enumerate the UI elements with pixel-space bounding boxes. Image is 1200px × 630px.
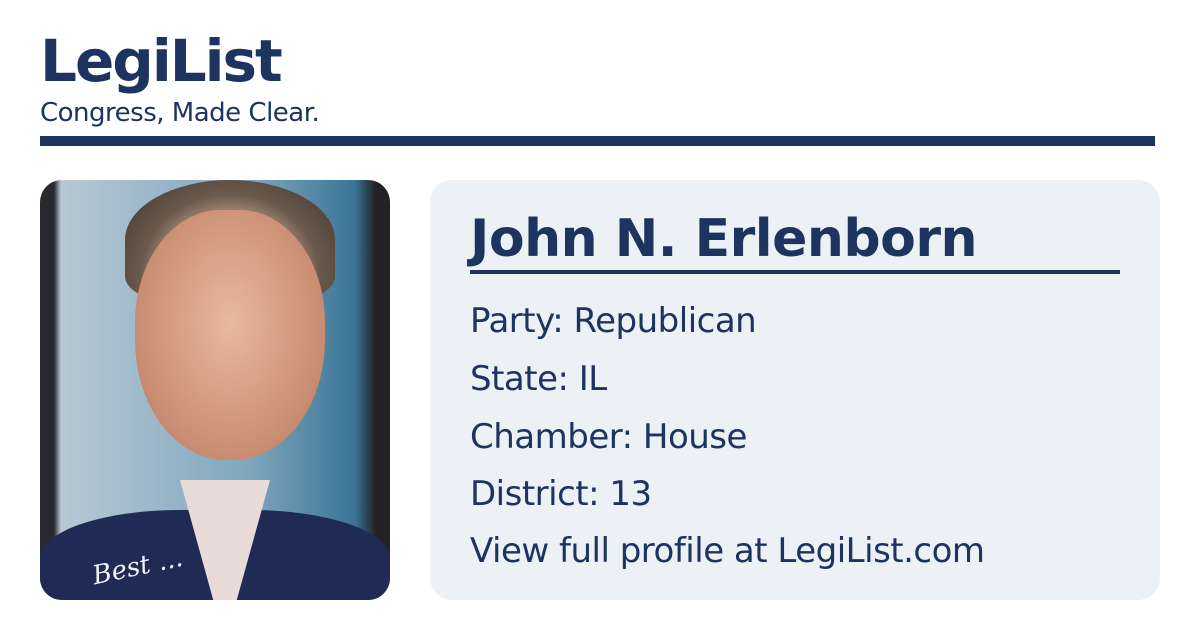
profile-link[interactable]: View full profile at LegiList.com	[470, 531, 985, 571]
header-divider	[40, 136, 1155, 146]
party-field: Party: Republican	[470, 301, 757, 341]
district-field: District: 13	[470, 474, 652, 514]
member-name-link[interactable]: John N. Erlenborn	[470, 208, 1120, 274]
chamber-field: Chamber: House	[470, 417, 747, 457]
member-info-card: John N. Erlenborn Party: Republican Stat…	[430, 180, 1160, 600]
portrait-face	[135, 210, 325, 460]
member-portrait: Best ...	[40, 180, 390, 600]
brand-logo: LegiList	[40, 27, 283, 95]
state-field: State: IL	[470, 359, 607, 399]
tagline: Congress, Made Clear.	[40, 98, 320, 128]
